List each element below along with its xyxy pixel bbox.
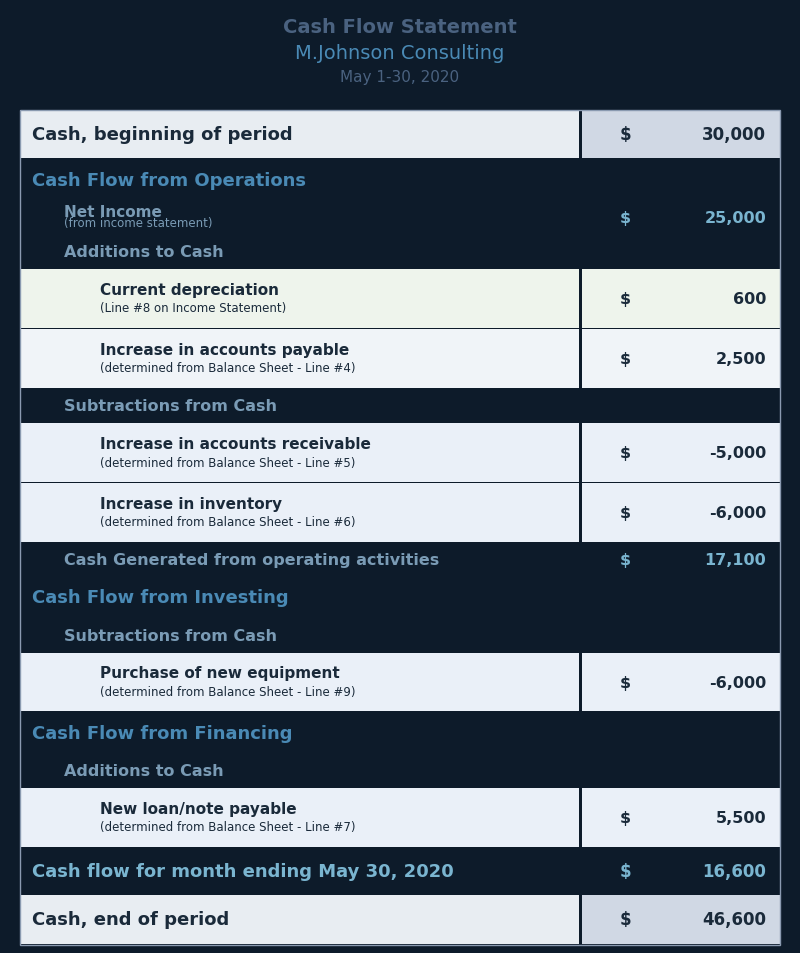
Text: Cash Flow from Operations: Cash Flow from Operations xyxy=(32,172,306,190)
Text: Net Income: Net Income xyxy=(64,205,162,220)
Bar xyxy=(20,654,579,712)
Bar xyxy=(582,754,780,787)
Bar xyxy=(20,424,579,482)
Text: Subtractions from Cash: Subtractions from Cash xyxy=(64,398,277,414)
Bar xyxy=(20,111,579,159)
Text: $: $ xyxy=(620,292,631,307)
Bar xyxy=(582,424,780,482)
Text: Cash flow for month ending May 30, 2020: Cash flow for month ending May 30, 2020 xyxy=(32,862,454,881)
Text: 16,600: 16,600 xyxy=(702,862,766,881)
Text: $: $ xyxy=(620,862,631,881)
Text: Subtractions from Cash: Subtractions from Cash xyxy=(64,628,277,643)
Text: 600: 600 xyxy=(733,292,766,307)
Text: Cash, beginning of period: Cash, beginning of period xyxy=(32,126,293,144)
Text: Cash, end of period: Cash, end of period xyxy=(32,910,230,928)
Bar xyxy=(582,202,780,234)
Text: New loan/note payable: New loan/note payable xyxy=(100,801,297,816)
Text: -5,000: -5,000 xyxy=(709,446,766,460)
Bar xyxy=(582,111,780,159)
Text: -6,000: -6,000 xyxy=(709,675,766,690)
Text: Cash Flow from Financing: Cash Flow from Financing xyxy=(32,724,293,742)
Text: Additions to Cash: Additions to Cash xyxy=(64,763,224,778)
Text: (Line #8 on Income Statement): (Line #8 on Income Statement) xyxy=(100,302,286,315)
Text: $: $ xyxy=(620,553,631,568)
Bar xyxy=(20,848,579,894)
Bar xyxy=(582,390,780,422)
Text: 17,100: 17,100 xyxy=(704,553,766,568)
Bar xyxy=(582,848,780,894)
Text: 2,500: 2,500 xyxy=(715,352,766,367)
Bar xyxy=(20,111,780,945)
Bar xyxy=(582,484,780,542)
Text: 5,500: 5,500 xyxy=(715,810,766,825)
Text: $: $ xyxy=(620,810,631,825)
Bar xyxy=(20,619,579,652)
Bar xyxy=(582,619,780,652)
Text: Purchase of new equipment: Purchase of new equipment xyxy=(100,665,340,680)
Text: Increase in inventory: Increase in inventory xyxy=(100,497,282,511)
Bar xyxy=(20,713,579,753)
Text: May 1-30, 2020: May 1-30, 2020 xyxy=(341,70,459,85)
Text: Cash Flow from Investing: Cash Flow from Investing xyxy=(32,589,289,607)
Bar xyxy=(20,160,579,200)
Bar xyxy=(20,390,579,422)
Text: -6,000: -6,000 xyxy=(709,506,766,520)
Bar xyxy=(582,713,780,753)
Bar xyxy=(20,544,579,577)
Bar xyxy=(582,235,780,269)
Bar xyxy=(20,754,579,787)
Text: $: $ xyxy=(620,675,631,690)
Text: Increase in accounts payable: Increase in accounts payable xyxy=(100,342,350,357)
Text: Cash Generated from operating activities: Cash Generated from operating activities xyxy=(64,553,439,568)
Bar xyxy=(582,160,780,200)
Bar xyxy=(20,788,579,847)
Text: (determined from Balance Sheet - Line #9): (determined from Balance Sheet - Line #9… xyxy=(100,685,355,699)
Bar xyxy=(582,330,780,388)
Bar xyxy=(582,544,780,577)
Bar xyxy=(582,578,780,618)
Text: $: $ xyxy=(620,446,631,460)
Text: 25,000: 25,000 xyxy=(704,211,766,226)
Text: $: $ xyxy=(620,352,631,367)
Text: Cash Flow Statement: Cash Flow Statement xyxy=(283,18,517,37)
Text: Additions to Cash: Additions to Cash xyxy=(64,245,224,259)
Bar xyxy=(582,270,780,329)
Bar xyxy=(20,896,579,943)
Text: (determined from Balance Sheet - Line #4): (determined from Balance Sheet - Line #4… xyxy=(100,362,355,375)
Text: 46,600: 46,600 xyxy=(702,910,766,928)
Text: (determined from Balance Sheet - Line #7): (determined from Balance Sheet - Line #7… xyxy=(100,821,355,834)
Bar xyxy=(582,654,780,712)
Bar xyxy=(582,896,780,943)
Text: $: $ xyxy=(620,126,631,144)
Text: (determined from Balance Sheet - Line #5): (determined from Balance Sheet - Line #5… xyxy=(100,456,355,469)
Bar xyxy=(20,484,579,542)
Text: $: $ xyxy=(620,506,631,520)
Text: (from income statement): (from income statement) xyxy=(64,216,213,230)
Text: $: $ xyxy=(620,910,631,928)
Bar xyxy=(20,202,579,234)
Bar xyxy=(20,578,579,618)
Text: $: $ xyxy=(620,211,631,226)
Bar xyxy=(20,330,579,388)
Bar xyxy=(582,788,780,847)
Text: (determined from Balance Sheet - Line #6): (determined from Balance Sheet - Line #6… xyxy=(100,516,355,529)
Bar xyxy=(20,235,579,269)
Text: Current depreciation: Current depreciation xyxy=(100,282,279,297)
Bar xyxy=(20,270,579,329)
Text: Increase in accounts receivable: Increase in accounts receivable xyxy=(100,436,371,452)
Text: M.Johnson Consulting: M.Johnson Consulting xyxy=(295,44,505,63)
Text: 30,000: 30,000 xyxy=(702,126,766,144)
